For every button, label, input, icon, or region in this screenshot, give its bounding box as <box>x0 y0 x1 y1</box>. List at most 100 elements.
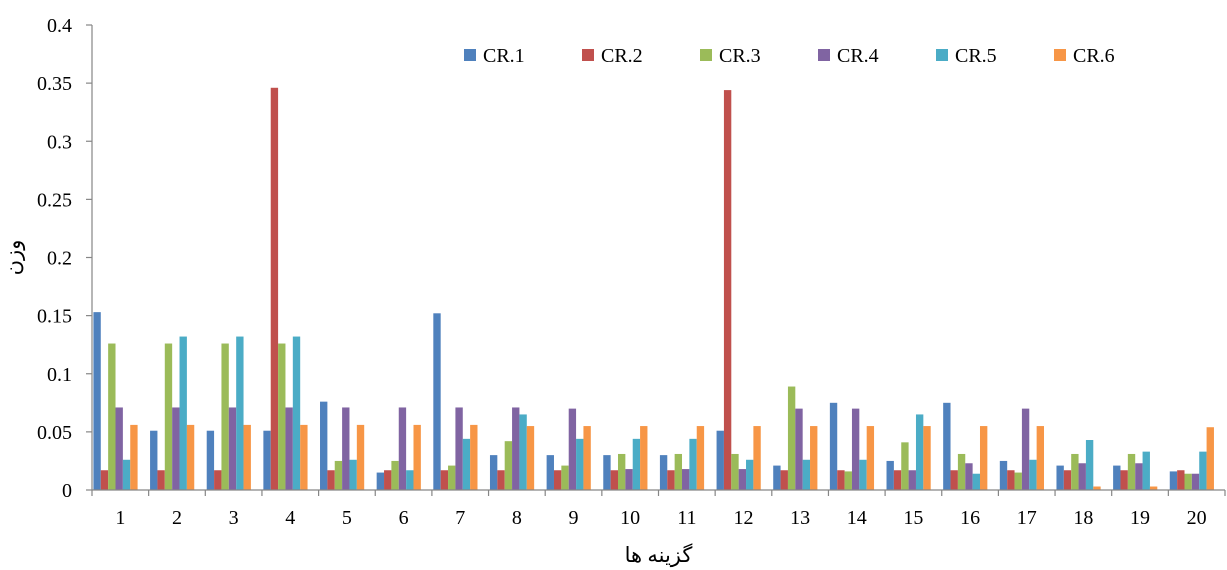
y-tick-label: 0.2 <box>47 248 72 270</box>
bar-cr1-12 <box>716 430 724 490</box>
bar-cr1-8 <box>489 455 498 490</box>
bar-cr2-12 <box>723 90 732 490</box>
y-tick-label: 0.1 <box>47 364 72 386</box>
legend-swatch <box>582 49 594 61</box>
bar-cr5-19 <box>1142 451 1150 490</box>
bar-cr3-15 <box>901 442 909 490</box>
bar-cr6-12 <box>753 426 761 490</box>
bar-cr3-17 <box>1014 472 1022 490</box>
bar-cr3-4 <box>278 343 286 490</box>
chart-bars <box>93 87 1214 491</box>
bar-cr6-9 <box>583 426 591 490</box>
bar-cr2-15 <box>893 470 902 490</box>
bar-cr6-7 <box>470 424 478 490</box>
bar-cr1-15 <box>886 460 894 490</box>
bar-cr5-15 <box>915 414 924 490</box>
bar-cr5-17 <box>1029 459 1037 490</box>
x-tick-label: 6 <box>399 507 409 529</box>
bar-cr6-11 <box>696 426 705 490</box>
bar-cr3-11 <box>674 453 683 490</box>
bar-cr5-18 <box>1085 440 1094 490</box>
bar-cr3-20 <box>1184 473 1192 490</box>
bar-cr2-5 <box>327 470 335 490</box>
bar-cr4-9 <box>568 408 577 490</box>
y-tick-label: 0.4 <box>47 15 72 37</box>
bar-cr6-18 <box>1093 486 1101 490</box>
legend-swatch <box>464 49 476 61</box>
bar-cr4-4 <box>285 407 293 490</box>
legend-swatch <box>936 49 948 61</box>
bar-cr1-11 <box>659 455 668 490</box>
bar-cr2-7 <box>440 470 449 490</box>
bar-cr1-19 <box>1113 465 1121 490</box>
bar-cr3-14 <box>844 471 852 490</box>
bar-cr1-17 <box>999 460 1008 490</box>
bar-cr4-12 <box>738 469 747 490</box>
bar-cr1-13 <box>773 465 781 490</box>
bar-cr3-2 <box>164 343 173 490</box>
bar-cr3-16 <box>957 453 966 490</box>
x-axis-tick-labels: 1 2 3 4 5 6 7 8 9 10 11 12 13 14 15 16 17 18 19 20 <box>91 490 1226 529</box>
bar-cr6-3 <box>243 424 251 490</box>
bar-cr2-17 <box>1007 470 1015 490</box>
x-tick-label: 3 <box>229 507 239 529</box>
bar-cr6-5 <box>356 424 365 490</box>
bar-cr5-2 <box>179 336 187 490</box>
legend-label: CR.5 <box>955 45 997 67</box>
legend-label: CR.4 <box>837 45 879 67</box>
bar-cr2-9 <box>553 470 562 490</box>
x-tick-label: 5 <box>342 507 352 529</box>
bar-cr4-18 <box>1078 463 1086 490</box>
bar-cr3-13 <box>787 386 796 490</box>
bar-cr2-19 <box>1120 470 1128 490</box>
bar-cr5-5 <box>349 459 357 490</box>
y-tick-label: 0.3 <box>47 131 72 153</box>
bar-cr3-19 <box>1127 453 1136 490</box>
bar-cr1-1 <box>93 312 101 490</box>
bar-cr2-6 <box>384 470 392 490</box>
legend-swatch <box>818 49 830 61</box>
bar-cr2-14 <box>837 470 845 490</box>
bar-cr5-13 <box>802 459 811 490</box>
bar-cr3-10 <box>617 453 626 490</box>
bar-cr6-6 <box>413 424 421 490</box>
bar-cr1-6 <box>376 472 385 490</box>
y-axis-ticks: 0 0.05 0.1 0.15 0.2 0.25 0.3 0.35 0.4 <box>37 15 92 502</box>
x-tick-label: 18 <box>1073 507 1093 529</box>
bar-cr4-3 <box>228 407 237 490</box>
bar-cr5-14 <box>859 459 867 490</box>
bar-cr3-12 <box>731 453 739 490</box>
bar-cr6-13 <box>810 426 818 490</box>
bar-cr6-2 <box>186 424 195 490</box>
bar-cr3-8 <box>504 441 513 490</box>
bar-cr1-14 <box>829 402 838 490</box>
bar-cr6-20 <box>1206 427 1214 490</box>
bar-cr6-4 <box>300 424 308 490</box>
x-tick-label: 17 <box>1017 507 1037 529</box>
x-tick-label: 1 <box>115 507 125 529</box>
bar-cr2-20 <box>1177 470 1185 490</box>
x-tick-label: 7 <box>455 507 465 529</box>
x-tick-label: 8 <box>512 507 522 529</box>
bar-cr4-1 <box>115 407 123 490</box>
bar-cr4-10 <box>625 469 633 490</box>
bar-cr3-5 <box>334 460 343 490</box>
bar-cr4-13 <box>795 408 803 490</box>
legend-label: CR.6 <box>1073 45 1115 67</box>
bar-cr5-4 <box>292 336 301 490</box>
bar-cr4-5 <box>342 407 350 490</box>
legend-label: CR.2 <box>601 45 643 67</box>
y-tick-label: 0.15 <box>37 306 72 328</box>
bar-cr2-3 <box>214 470 222 490</box>
bar-cr1-10 <box>603 455 611 490</box>
bar-cr3-9 <box>561 465 569 490</box>
bar-cr3-3 <box>221 343 229 490</box>
bar-cr2-1 <box>100 470 109 490</box>
bar-cr4-14 <box>851 408 860 490</box>
x-tick-label: 15 <box>903 507 923 529</box>
bar-cr4-19 <box>1135 463 1143 490</box>
legend-swatch <box>1054 49 1066 61</box>
bar-cr5-16 <box>972 473 980 490</box>
bar-cr2-18 <box>1063 470 1072 490</box>
